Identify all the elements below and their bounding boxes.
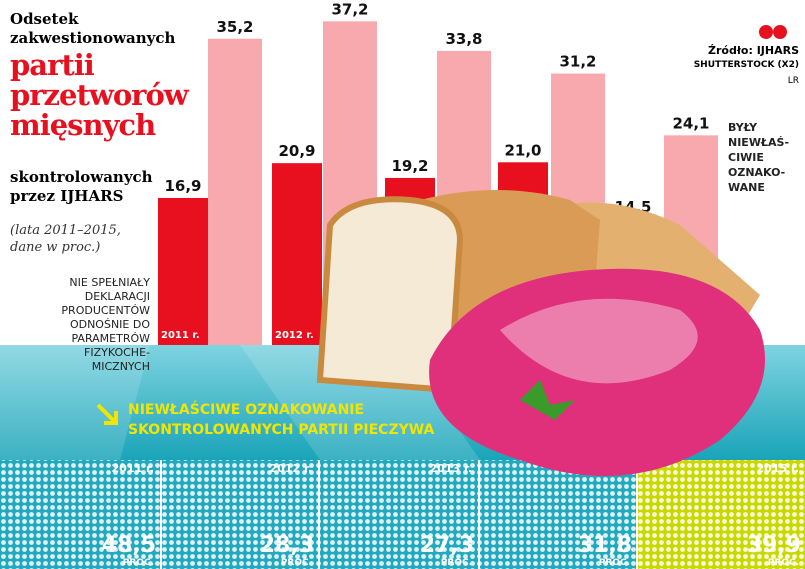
value-label: 33,8 — [445, 30, 482, 48]
panel-unit: PROC. — [123, 558, 154, 568]
value-label: 16,9 — [164, 177, 201, 195]
panel-unit: PROC. — [281, 558, 312, 568]
panel-value: 48,5 — [102, 533, 156, 558]
logo — [773, 25, 787, 39]
value-label: 24,1 — [672, 114, 709, 132]
x-tick-label: 2011 r. — [161, 330, 200, 341]
value-label: 35,2 — [216, 18, 253, 36]
x-tick-label: 2012 r. — [275, 330, 314, 341]
panel-dots — [320, 460, 478, 569]
arrow-icon — [96, 403, 118, 425]
panel-year: 2012 r. — [270, 462, 312, 475]
panel-value: 27,3 — [420, 533, 474, 558]
note: (lata 2011–2015, dane w proc.) — [10, 223, 121, 255]
title-bottom: skontrolowanych przez IJHARS — [10, 168, 153, 205]
legend-pink: BYŁY NIEWŁAŚ- CIWIE OZNAKO- WANE — [728, 121, 790, 194]
source: Źródło: IJHARS — [708, 44, 799, 57]
band-stripe — [0, 345, 150, 460]
title-main: partii przetworów mięsnych — [10, 48, 189, 142]
panel-dots — [162, 460, 318, 569]
panel-dots — [480, 460, 636, 569]
panel-year: 2011 r. — [112, 462, 154, 475]
panel-year: 2015 r. — [757, 462, 799, 475]
value-label: 21,0 — [504, 141, 541, 159]
value-label: 37,2 — [331, 0, 368, 18]
value-label: 31,2 — [559, 53, 596, 71]
author: LR — [787, 76, 799, 86]
meat — [429, 268, 765, 476]
panel-unit: PROC. — [441, 558, 472, 568]
photo-credit: SHUTTERSTOCK (X2) — [693, 60, 799, 70]
legend-red: NIE SPEŁNIAŁY DEKLARACJI PRODUCENTÓW ODN… — [61, 276, 150, 373]
panels-title: NIEWŁAŚCIWE OZNAKOWANIE SKONTROLOWANYCH … — [128, 402, 435, 438]
panel-value: 31,8 — [578, 533, 632, 558]
panel-unit: PROC. — [599, 558, 630, 568]
bar — [158, 197, 208, 345]
bar — [208, 38, 262, 345]
panel-value: 28,3 — [260, 533, 314, 558]
panel-unit: PROC. — [768, 558, 799, 568]
logo — [759, 25, 773, 39]
value-label: 20,9 — [278, 142, 315, 160]
value-label: 19,2 — [391, 157, 428, 175]
panel-value: 39,9 — [747, 533, 801, 558]
panel-year: 2013 r. — [430, 462, 472, 475]
bar — [272, 163, 322, 345]
panel-dots — [638, 460, 805, 569]
panel-dots — [0, 460, 160, 569]
title-top: Odsetek zakwestionowanych — [10, 10, 176, 47]
